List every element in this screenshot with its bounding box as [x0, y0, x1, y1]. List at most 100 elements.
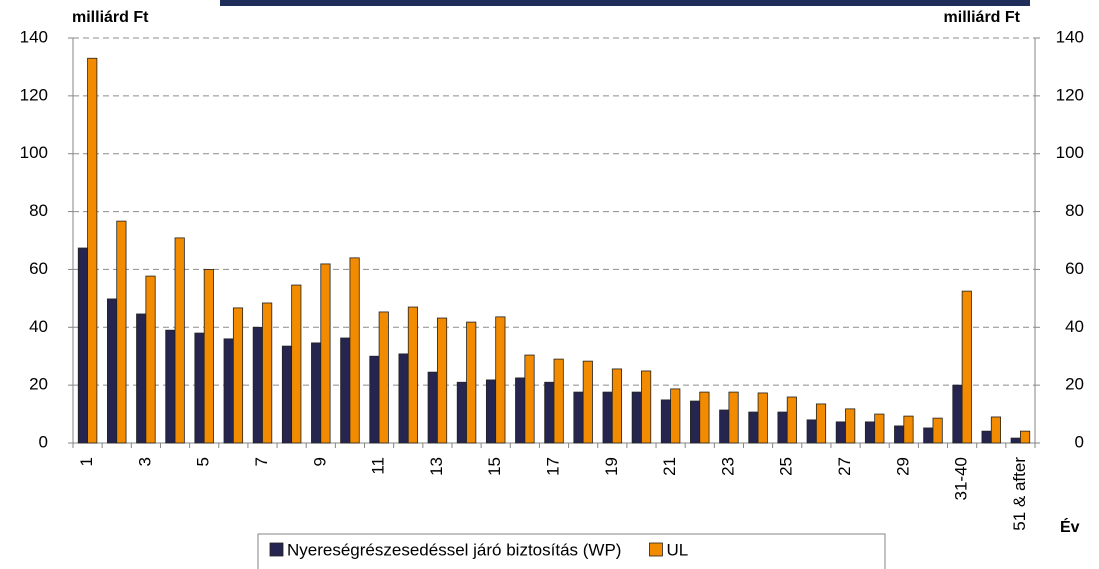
bar [252, 326, 263, 444]
bar [932, 417, 943, 444]
bar [378, 311, 389, 444]
x-tick-label: 29 [893, 457, 912, 476]
bar [990, 416, 1002, 444]
bar [923, 427, 934, 444]
bar [320, 263, 331, 444]
top-band [220, 0, 1030, 6]
bar [165, 329, 176, 444]
bar [87, 57, 98, 444]
bar [544, 381, 555, 444]
bar [903, 415, 914, 444]
x-tick-label: 27 [835, 457, 854, 476]
bar [223, 338, 234, 444]
x-tick-label: 1 [77, 457, 96, 466]
x-tick-label: 7 [252, 457, 271, 466]
bar [369, 355, 380, 444]
x-tick-label: 21 [660, 457, 679, 476]
bar [1010, 437, 1021, 444]
legend-label: Nyereségrészesedéssel járó biztosítás (W… [287, 540, 621, 559]
bar [466, 321, 477, 444]
bar [495, 316, 506, 444]
bar [894, 425, 905, 444]
y2-axis-title: milliárd Ft [944, 9, 1021, 26]
bar [515, 377, 526, 444]
y2-tick-label: 120 [1056, 85, 1084, 104]
bar [582, 360, 593, 444]
y-tick-label: 40 [29, 317, 48, 336]
y2-tick-label: 100 [1056, 143, 1084, 162]
x-tick-label: 15 [485, 457, 504, 476]
bar [281, 345, 293, 444]
y-tick-label: 80 [29, 201, 48, 220]
legend-swatch [649, 542, 663, 557]
legend-label: UL [666, 540, 688, 559]
x-tick-label: 51 & after [1010, 457, 1029, 531]
bar [77, 247, 88, 444]
bar [116, 220, 127, 444]
y2-tick-label: 140 [1056, 27, 1084, 46]
y-axis-title: milliárd Ft [72, 9, 149, 26]
bar [690, 400, 701, 444]
x-tick-label: 11 [369, 457, 388, 475]
x-axis-title: Év [1060, 517, 1080, 536]
bar [203, 269, 214, 444]
bar [407, 306, 418, 444]
bar [553, 358, 564, 444]
bar [436, 317, 448, 444]
x-tick-label: 9 [310, 457, 329, 466]
bar [194, 332, 205, 444]
bar [728, 391, 739, 444]
bar [398, 353, 409, 444]
bar [106, 298, 118, 444]
bar [340, 337, 351, 444]
bar [961, 290, 972, 444]
bar [845, 408, 856, 444]
y2-tick-label: 60 [1065, 259, 1084, 278]
y-tick-label: 100 [20, 143, 48, 162]
bar [311, 342, 322, 444]
bar [719, 409, 730, 444]
bar [777, 411, 788, 444]
bar [1020, 430, 1031, 444]
bar [349, 257, 360, 444]
bar [174, 237, 185, 444]
bar [748, 411, 759, 444]
x-tick-label: 13 [427, 457, 446, 476]
bar [485, 379, 497, 444]
x-tick-label: 17 [543, 457, 562, 476]
x-tick-label: 19 [602, 457, 621, 476]
y-tick-label: 20 [29, 375, 48, 394]
bar [232, 307, 244, 444]
y2-tick-label: 20 [1065, 375, 1084, 394]
bar [864, 421, 876, 444]
bar [786, 396, 797, 444]
y-tick-label: 140 [20, 27, 48, 46]
y2-tick-label: 40 [1065, 317, 1084, 336]
bar [602, 391, 613, 444]
y-tick-label: 120 [20, 85, 48, 104]
bar [757, 392, 768, 444]
legend [257, 533, 886, 569]
bar [524, 354, 535, 444]
bar [456, 381, 467, 444]
bar [641, 370, 652, 444]
bar [291, 284, 302, 444]
legend-swatch [269, 542, 284, 557]
bar [835, 421, 846, 444]
bar [145, 275, 156, 444]
bar [262, 302, 273, 444]
bar [874, 413, 885, 444]
bar [806, 419, 817, 444]
bar [573, 391, 584, 444]
bar [660, 399, 672, 444]
bar [981, 430, 992, 444]
bar [631, 391, 642, 444]
bar [699, 391, 710, 444]
y-tick-label: 0 [39, 432, 48, 451]
bar [952, 384, 963, 444]
bar [427, 371, 438, 444]
bar [670, 388, 681, 444]
y-tick-label: 60 [29, 259, 48, 278]
x-tick-label: 25 [777, 457, 796, 476]
